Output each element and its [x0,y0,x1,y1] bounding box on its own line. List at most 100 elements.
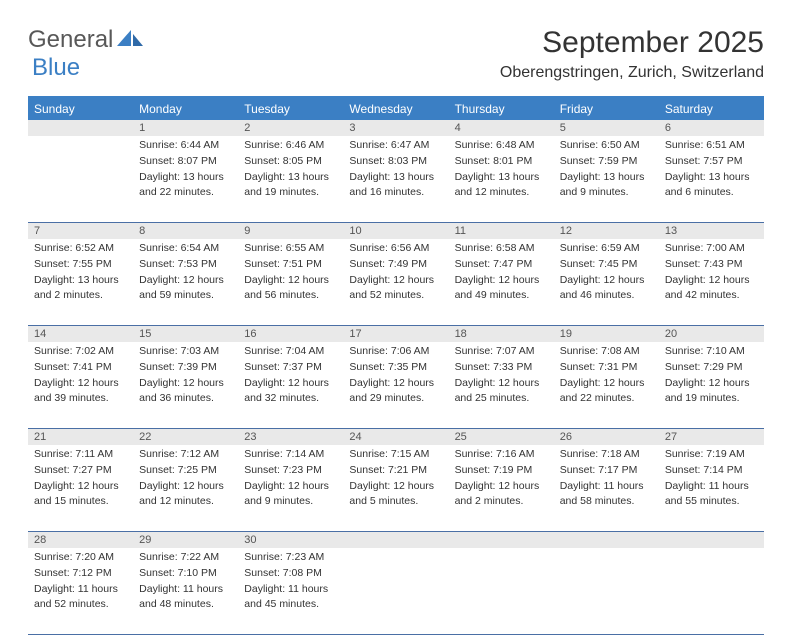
daylight-text: Daylight: 11 hours and 55 minutes. [665,479,758,507]
daylight-text: Daylight: 12 hours and 32 minutes. [244,376,337,404]
sunset-text: Sunset: 7:08 PM [244,566,337,580]
sunrise-text: Sunrise: 7:18 AM [560,447,653,461]
sunrise-text: Sunrise: 6:58 AM [455,241,548,255]
day-number [659,532,764,548]
sunrise-text: Sunrise: 7:11 AM [34,447,127,461]
day-cell [449,548,554,634]
day-number: 30 [238,532,343,548]
sunset-text: Sunset: 7:27 PM [34,463,127,477]
sunset-text: Sunset: 7:47 PM [455,257,548,271]
logo-sail-icon [117,28,143,53]
day-cell: Sunrise: 7:20 AMSunset: 7:12 PMDaylight:… [28,548,133,634]
day-cell [343,548,448,634]
sunset-text: Sunset: 7:37 PM [244,360,337,374]
daylight-text: Daylight: 13 hours and 9 minutes. [560,170,653,198]
daynum-row: 78910111213 [28,223,764,239]
sunrise-text: Sunrise: 7:20 AM [34,550,127,564]
day-number: 15 [133,326,238,342]
daylight-text: Daylight: 13 hours and 22 minutes. [139,170,232,198]
sunrise-text: Sunrise: 7:22 AM [139,550,232,564]
day-cell: Sunrise: 7:16 AMSunset: 7:19 PMDaylight:… [449,445,554,531]
day-number [28,120,133,136]
day-number: 6 [659,120,764,136]
day-cell: Sunrise: 7:18 AMSunset: 7:17 PMDaylight:… [554,445,659,531]
sunrise-text: Sunrise: 6:46 AM [244,138,337,152]
day-cell: Sunrise: 6:51 AMSunset: 7:57 PMDaylight:… [659,136,764,222]
week-row: Sunrise: 7:11 AM Sunset: 7:27 PM Daylight:… [28,445,764,532]
sunset-text: Sunset: 8:05 PM [244,154,337,168]
sunrise-text: Sunrise: 6:55 AM [244,241,337,255]
sunset-text: Sunset: 7:12 PM [34,566,127,580]
daylight-text: Daylight: 12 hours and 39 minutes. [34,376,127,404]
day-cell: Sunrise: 6:52 AMSunset: 7:55 PMDaylight:… [28,239,133,325]
daylight-text: Daylight: 12 hours and 42 minutes. [665,273,758,301]
week-row: Sunrise: 6:44 AM Sunset: 8:07 PM Daylight:… [28,136,764,223]
sunrise-text: Sunrise: 7:04 AM [244,344,337,358]
sunrise-text: Sunrise: 6:51 AM [665,138,758,152]
sunrise-text: Sunrise: 7:12 AM [139,447,232,461]
weekday-fri: Friday [554,98,659,120]
day-number: 5 [554,120,659,136]
sunset-text: Sunset: 7:59 PM [560,154,653,168]
daylight-text: Daylight: 11 hours and 58 minutes. [560,479,653,507]
day-cell: Sunrise: 6:55 AMSunset: 7:51 PMDaylight:… [238,239,343,325]
sunset-text: Sunset: 8:01 PM [455,154,548,168]
sunset-text: Sunset: 7:25 PM [139,463,232,477]
day-cell: Sunrise: 7:14 AMSunset: 7:23 PMDaylight:… [238,445,343,531]
weekday-tue: Tuesday [238,98,343,120]
sunset-text: Sunset: 7:51 PM [244,257,337,271]
sunrise-text: Sunrise: 6:50 AM [560,138,653,152]
daylight-text: Daylight: 12 hours and 22 minutes. [560,376,653,404]
month-title: September 2025 [500,26,764,60]
day-number: 14 [28,326,133,342]
day-cell [554,548,659,634]
sunset-text: Sunset: 7:21 PM [349,463,442,477]
day-number: 25 [449,429,554,445]
day-cell: Sunrise: 7:02 AMSunset: 7:41 PMDaylight:… [28,342,133,428]
day-number [343,532,448,548]
sunrise-text: Sunrise: 7:00 AM [665,241,758,255]
day-cell: Sunrise: 7:12 AM Sunset: 7:25 PM Daylight:… [133,445,238,531]
day-cell: Sunrise: 7:19 AMSunset: 7:14 PMDaylight:… [659,445,764,531]
daylight-text: Daylight: 12 hours and 46 minutes. [560,273,653,301]
sunrise-text: Sunrise: 6:48 AM [455,138,548,152]
day-number: 23 [238,429,343,445]
day-cell: Sunrise: 7:23 AMSunset: 7:08 PMDaylight:… [238,548,343,634]
day-number: 17 [343,326,448,342]
sunrise-text: Sunrise: 7:15 AM [349,447,442,461]
sunrise-text: Sunrise: 6:52 AM [34,241,127,255]
day-number: 20 [659,326,764,342]
day-number: 27 [659,429,764,445]
sunrise-text: Sunrise: 7:23 AM [244,550,337,564]
day-number [449,532,554,548]
week-row: Sunrise: 7:20 AMSunset: 7:12 PMDaylight:… [28,548,764,635]
sunset-text: Sunset: 7:14 PM [665,463,758,477]
sunrise-text: Sunrise: 7:02 AM [34,344,127,358]
sunrise-text: Sunrise: 7:10 AM [665,344,758,358]
sunset-text: Sunset: 7:43 PM [665,257,758,271]
weekday-wed: Wednesday [343,98,448,120]
weekday-mon: Monday [133,98,238,120]
day-number: 21 [28,429,133,445]
daylight-text: Daylight: 13 hours and 2 minutes. [34,273,127,301]
daylight-text: Daylight: 12 hours and 49 minutes. [455,273,548,301]
day-number: 18 [449,326,554,342]
day-cell: Sunrise: 7:15 AMSunset: 7:21 PMDaylight:… [343,445,448,531]
daylight-text: Daylight: 12 hours and 15 minutes. [34,479,127,507]
sunrise-text: Sunrise: 7:03 AM [139,344,232,358]
sunset-text: Sunset: 7:31 PM [560,360,653,374]
weekday-sat: Saturday [659,98,764,120]
sunrise-text: Sunrise: 6:44 AM [139,138,232,152]
sunset-text: Sunset: 7:45 PM [560,257,653,271]
daylight-text: Daylight: 12 hours and 19 minutes. [665,376,758,404]
sunrise-text: Sunrise: 7:16 AM [455,447,548,461]
daylight-text: Daylight: 12 hours and 12 minutes. [139,479,232,507]
day-number: 4 [449,120,554,136]
sunrise-text: Sunrise: 6:59 AM [560,241,653,255]
sunset-text: Sunset: 7:35 PM [349,360,442,374]
sunset-text: Sunset: 8:07 PM [139,154,232,168]
day-number: 8 [133,223,238,239]
day-cell: Sunrise: 6:46 AMSunset: 8:05 PMDaylight:… [238,136,343,222]
header: General September 2025 Oberengstringen, … [28,26,764,82]
day-cell: Sunrise: 7:10 AMSunset: 7:29 PMDaylight:… [659,342,764,428]
